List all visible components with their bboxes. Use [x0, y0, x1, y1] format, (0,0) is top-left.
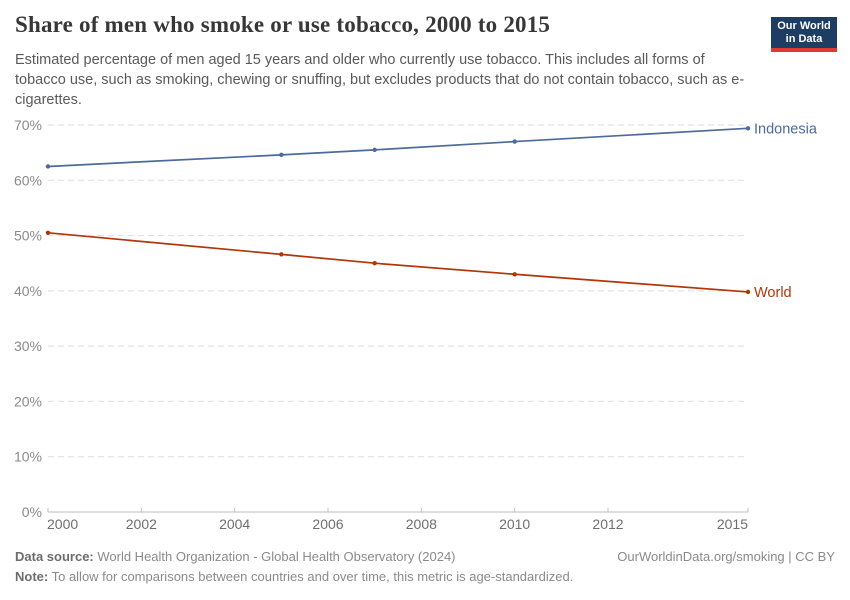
point-indonesia-2000[interactable] [45, 164, 51, 169]
data-source: Data source: World Health Organization -… [15, 549, 456, 564]
y-tick-label-0: 0% [22, 504, 42, 520]
chart-subtitle: Estimated percentage of men aged 15 year… [15, 52, 745, 108]
attribution-link[interactable]: OurWorldinData.org/smoking | CC BY [617, 549, 835, 564]
y-tick-label-70: 70% [14, 117, 42, 133]
y-tick-label-40: 40% [14, 283, 42, 299]
x-tick-label-2000: 2000 [47, 516, 78, 532]
x-tick-label-2004: 2004 [219, 516, 250, 532]
y-tick-label-60: 60% [14, 172, 42, 188]
page-title: Share of men who smoke or use tobacco, 2… [15, 12, 551, 37]
series-label-indonesia[interactable]: Indonesia [754, 121, 818, 137]
owid-logo-line1: Our World [777, 20, 831, 32]
data-source-text: World Health Organization - Global Healt… [93, 549, 456, 564]
x-tick-label-2002: 2002 [126, 516, 157, 532]
footer-note: Note: To allow for comparisons between c… [15, 569, 573, 584]
owid-logo[interactable]: Our World in Data [771, 17, 837, 52]
point-indonesia-2005[interactable] [279, 152, 284, 158]
point-world-2010[interactable] [512, 272, 517, 277]
x-tick-label-2012: 2012 [592, 516, 623, 532]
data-source-label: Data source: [15, 549, 94, 564]
point-world-2005[interactable] [279, 252, 284, 257]
x-tick-label-2006: 2006 [312, 516, 343, 532]
point-indonesia-2015[interactable] [745, 126, 751, 131]
line-indonesia[interactable] [47, 127, 749, 168]
series-label-world[interactable]: World [754, 285, 792, 301]
x-tick-label-2008: 2008 [406, 516, 437, 532]
line-world[interactable] [47, 231, 749, 293]
point-world-2015[interactable] [745, 289, 751, 295]
point-indonesia-2010[interactable] [512, 139, 517, 144]
x-tick-label-2010: 2010 [499, 516, 530, 532]
note-text: To allow for comparisons between countri… [48, 569, 574, 584]
point-world-2000[interactable] [45, 230, 51, 236]
y-tick-label-10: 10% [14, 449, 42, 465]
footer: Data source: World Health Organization -… [15, 549, 835, 564]
note-label: Note: [15, 569, 49, 584]
x-tick-label-2015: 2015 [717, 516, 748, 532]
point-indonesia-2007[interactable] [372, 147, 377, 153]
y-tick-label-20: 20% [14, 393, 42, 409]
y-tick-label-30: 30% [14, 338, 42, 354]
point-world-2007[interactable] [372, 261, 377, 266]
y-tick-label-50: 50% [14, 228, 42, 244]
owid-logo-line2: in Data [785, 33, 823, 45]
